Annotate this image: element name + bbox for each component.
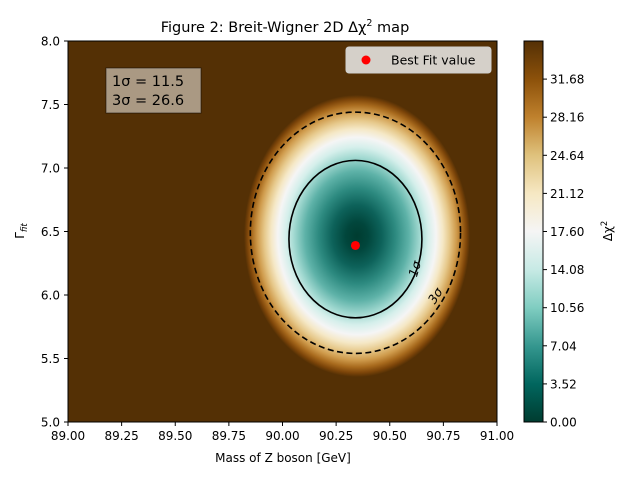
colorbar-tick-label: 28.16 <box>550 111 584 125</box>
colorbar-ticks: 0.00 3.52 7.04 10.56 14.08 17.60 21.12 24.64 28.… <box>543 73 584 430</box>
colorbar-label: Δχ2 <box>600 221 615 242</box>
y-axis-label: Γfit <box>13 223 30 239</box>
chart-title-sup: 2 <box>366 18 372 29</box>
colorbar-tick-label: 14.08 <box>550 263 584 277</box>
x-tick-label: 89.75 <box>212 429 246 443</box>
x-tick-label: 90.00 <box>265 429 299 443</box>
x-tick-label: 89.00 <box>51 429 85 443</box>
colorbar-tick-label: 0.00 <box>550 416 577 430</box>
contour-1sigma <box>288 159 423 319</box>
chart-title: Figure 2: Breit-Wigner 2D Δχ2 map <box>161 18 410 36</box>
colorbar-label-sup: 2 <box>600 221 610 226</box>
colorbar-tick-label: 10.56 <box>550 301 584 315</box>
sigma-annotation-box: 1σ = 11.5 3σ = 26.6 <box>105 67 202 114</box>
contour-layer <box>249 111 462 355</box>
contour-label-1sigma: 1σ <box>405 258 424 278</box>
x-tick-label: 90.75 <box>426 429 460 443</box>
colorbar-tick-label: 31.68 <box>550 73 584 87</box>
x-tick-label: 90.25 <box>319 429 353 443</box>
y-tick-label: 6.0 <box>41 289 60 303</box>
heatmap-area <box>68 41 497 422</box>
y-axis-label-sub: fit <box>20 223 30 232</box>
y-tick-label: 7.5 <box>41 98 60 112</box>
legend: Best Fit value <box>345 46 492 74</box>
sigma-annotation-background <box>105 67 202 114</box>
x-tick-label: 89.25 <box>104 429 138 443</box>
y-axis-ticks: 5.0 5.5 6.0 6.5 7.0 7.5 8.0 <box>41 35 68 430</box>
colorbar-tick-label: 3.52 <box>550 377 577 391</box>
colorbar-tick-label: 17.60 <box>550 225 584 239</box>
colorbar-label-main: Δχ <box>601 226 615 241</box>
colorbar-tick-label: 24.64 <box>550 149 584 163</box>
y-tick-label: 5.0 <box>41 416 60 430</box>
y-tick-label: 8.0 <box>41 35 60 49</box>
best-fit-point <box>350 240 360 250</box>
chart-title-suffix: map <box>372 20 409 36</box>
y-axis-label-main: Γ <box>13 232 27 239</box>
x-axis-ticks: 89.00 89.25 89.50 89.75 90.00 90.25 90.50 90.75… <box>51 422 514 443</box>
contour-3sigma <box>249 111 462 355</box>
legend-marker-best-fit <box>361 55 371 65</box>
chart-title-main: Figure 2: Breit-Wigner 2D Δχ <box>161 20 367 36</box>
x-tick-label: 89.50 <box>158 429 192 443</box>
colorbar <box>523 40 544 423</box>
y-tick-label: 5.5 <box>41 352 60 366</box>
legend-label-best-fit: Best Fit value <box>391 53 476 68</box>
colorbar-tick-label: 7.04 <box>550 339 577 353</box>
sigma-annotation-line-1: 1σ = 11.5 <box>112 74 184 90</box>
y-tick-label: 7.0 <box>41 162 60 176</box>
colorbar-tick-label: 21.12 <box>550 187 584 201</box>
y-tick-label: 6.5 <box>41 225 60 239</box>
x-tick-label: 90.50 <box>373 429 407 443</box>
sigma-annotation-line-2: 3σ = 26.6 <box>112 93 184 109</box>
x-axis-label: Mass of Z boson [GeV] <box>215 451 351 465</box>
legend-box <box>345 46 492 74</box>
x-tick-label: 91.00 <box>480 429 514 443</box>
